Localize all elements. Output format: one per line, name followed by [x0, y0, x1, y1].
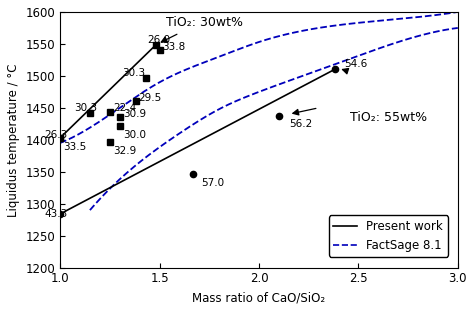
Text: 26.3: 26.3 — [44, 130, 67, 140]
Text: 54.6: 54.6 — [345, 59, 368, 69]
Text: 22.4: 22.4 — [113, 104, 136, 114]
Text: 57.0: 57.0 — [201, 178, 224, 188]
Y-axis label: Liquidus temperature / °C: Liquidus temperature / °C — [7, 63, 20, 216]
Text: 30.3: 30.3 — [122, 68, 145, 78]
Text: 30.9: 30.9 — [123, 109, 146, 119]
Text: 30.3: 30.3 — [74, 103, 97, 113]
Text: 33.8: 33.8 — [163, 42, 186, 52]
Text: 26.0: 26.0 — [147, 35, 171, 45]
Text: TiO₂: 30wt%: TiO₂: 30wt% — [165, 16, 243, 29]
Text: 32.9: 32.9 — [113, 146, 136, 156]
Legend: Present work, FactSage 8.1: Present work, FactSage 8.1 — [328, 215, 448, 257]
Text: TiO₂: 55wt%: TiO₂: 55wt% — [350, 111, 428, 124]
Text: 56.2: 56.2 — [289, 119, 312, 129]
Text: 29.5: 29.5 — [139, 93, 162, 103]
Text: 33.5: 33.5 — [63, 142, 86, 152]
Text: 30.0: 30.0 — [123, 130, 146, 140]
X-axis label: Mass ratio of CaO/SiO₂: Mass ratio of CaO/SiO₂ — [192, 291, 326, 304]
Text: 43.3: 43.3 — [44, 209, 67, 219]
